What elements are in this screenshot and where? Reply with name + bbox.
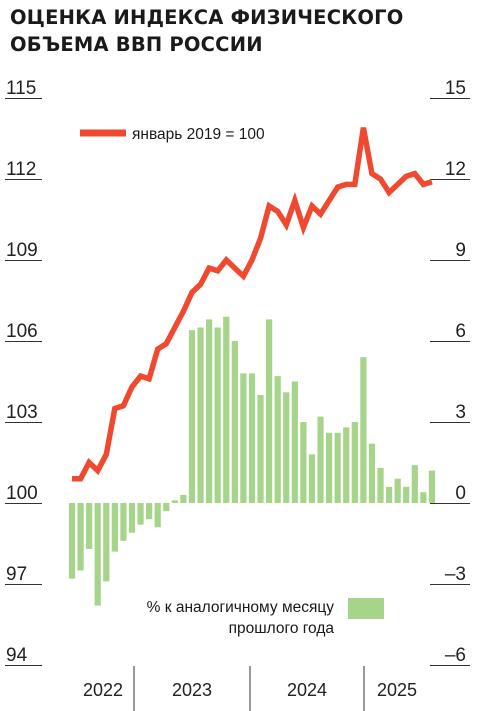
axes: 115 112 109 106 103 100 97 94 15 12 9 6 3 0 –3 –6 2022 20… <box>5 78 470 711</box>
left-tick-label: 97 <box>6 564 27 585</box>
bar <box>334 432 341 503</box>
bar <box>206 319 213 503</box>
right-tick-label: 15 <box>445 78 466 99</box>
title-line-1: ОЦЕНКА ИНДЕКСА ФИЗИЧЕСКОГО <box>10 6 404 29</box>
legend-bar-label-2: прошлого года <box>229 620 335 637</box>
year-label: 2025 <box>377 680 417 700</box>
left-tick-label: 103 <box>6 402 38 423</box>
bar <box>385 486 393 503</box>
bar <box>146 503 153 520</box>
bar <box>137 503 144 525</box>
right-tick-label: 9 <box>455 240 466 261</box>
right-tick-label: 6 <box>455 321 466 342</box>
bar <box>68 503 76 579</box>
legend-bar-swatch <box>348 598 384 619</box>
line-series <box>71 127 433 482</box>
bar <box>368 443 376 503</box>
bar <box>300 422 307 503</box>
legend-line-label: январь 2019 = 100 <box>132 126 265 143</box>
legend-bar-label-1: % к аналогичному месяцу <box>147 599 335 616</box>
bar <box>274 376 281 503</box>
bar <box>377 467 384 503</box>
right-tick-label: 12 <box>445 159 466 180</box>
chart-title: ОЦЕНКА ИНДЕКСА ФИЗИЧЕСКОГО ОБЪЕМА ВВП РО… <box>10 4 470 58</box>
left-tick-label: 115 <box>6 78 36 99</box>
left-tick-label: 109 <box>6 240 38 261</box>
year-label: 2024 <box>287 680 327 700</box>
right-tick-label: 3 <box>455 402 466 423</box>
bar <box>403 486 410 503</box>
year-label: 2023 <box>172 680 212 700</box>
bar <box>317 416 324 503</box>
bar <box>128 503 136 533</box>
bar <box>283 392 290 503</box>
bar <box>266 319 273 503</box>
bar <box>394 478 401 503</box>
bar <box>171 500 178 503</box>
bar-series <box>68 316 436 606</box>
title-line-2: ОБЪЕМА ВВП РОССИИ <box>10 33 263 56</box>
bar <box>248 373 256 503</box>
bar <box>94 503 101 606</box>
bar <box>360 357 367 503</box>
bar <box>77 503 84 571</box>
right-tick-label: –6 <box>445 645 466 666</box>
bar <box>214 327 221 503</box>
bar <box>420 492 427 503</box>
bar <box>180 494 187 503</box>
left-tick-label: 100 <box>6 483 38 504</box>
legend: январь 2019 = 100 % к аналогичному месяц… <box>80 126 384 637</box>
bar <box>86 503 93 549</box>
bar <box>291 381 298 503</box>
bar <box>163 503 170 512</box>
bar <box>326 432 333 503</box>
bar <box>240 373 247 503</box>
bar <box>231 341 238 503</box>
bar <box>308 454 316 503</box>
bar <box>103 503 110 582</box>
bar <box>197 327 204 503</box>
bar <box>428 470 436 503</box>
left-tick-label: 106 <box>6 321 38 342</box>
bar <box>411 465 418 503</box>
year-label: 2022 <box>83 680 123 700</box>
bar <box>257 395 264 503</box>
left-tick-label: 94 <box>6 645 28 666</box>
bar <box>351 422 358 503</box>
bar <box>154 503 161 528</box>
bar <box>120 503 127 541</box>
right-tick-label: –3 <box>445 564 466 585</box>
right-tick-label: 0 <box>455 483 466 504</box>
bar <box>223 316 230 503</box>
bar <box>188 330 196 503</box>
left-tick-label: 112 <box>6 159 36 180</box>
bar <box>343 427 350 503</box>
bar <box>111 503 118 552</box>
